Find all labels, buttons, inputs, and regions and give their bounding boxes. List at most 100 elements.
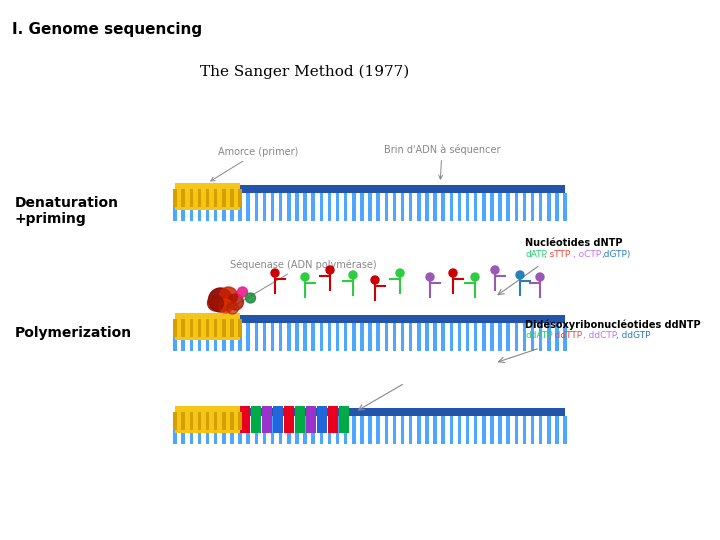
Bar [251,406,261,433]
Bar [295,416,299,444]
Bar [441,323,445,351]
Bar [449,416,453,444]
Bar [175,315,565,323]
Bar [238,416,242,444]
Bar [498,416,502,444]
Bar [197,412,201,430]
Bar [523,416,526,444]
Bar [181,193,185,221]
Bar [490,193,494,221]
Bar [206,323,210,351]
Bar [206,412,210,430]
Bar [206,319,210,337]
Bar [401,416,404,444]
Circle shape [516,271,524,279]
Bar [458,193,461,221]
Bar [490,416,494,444]
Bar [287,416,290,444]
Bar [401,193,404,221]
Bar [175,408,565,416]
Bar [490,323,494,351]
Circle shape [301,273,309,281]
Bar [515,416,518,444]
Bar [555,323,559,351]
Bar [328,323,331,351]
Bar [311,416,315,444]
Bar [238,193,242,221]
Bar [441,193,445,221]
Circle shape [471,273,479,281]
Bar [531,193,534,221]
Bar [238,323,242,351]
Bar [214,193,217,221]
Bar [515,323,518,351]
Bar [263,193,266,221]
Bar [254,416,258,444]
Bar [279,416,282,444]
Bar [336,323,339,351]
Bar [197,323,201,351]
Bar [336,193,339,221]
Bar [246,193,250,221]
Bar [263,323,266,351]
Bar [547,193,551,221]
Text: Brin d'ADN à séquencer: Brin d'ADN à séquencer [384,145,500,179]
Bar [417,416,420,444]
Text: , ddGTP: , ddGTP [616,331,651,340]
Bar [506,193,510,221]
Text: The Sanger Method (1977): The Sanger Method (1977) [200,65,409,79]
Bar [206,189,210,207]
Bar [523,323,526,351]
Circle shape [371,276,379,284]
Bar [214,323,217,351]
Bar [377,193,380,221]
Bar [449,193,453,221]
Bar [295,323,299,351]
Bar [506,323,510,351]
Bar [246,323,250,351]
Bar [284,406,294,433]
Bar [197,416,201,444]
Bar [344,193,347,221]
Text: , sTTP: , sTTP [544,250,570,259]
Bar [506,416,510,444]
Circle shape [228,294,243,310]
Bar [181,323,185,351]
Bar [336,416,339,444]
Bar [295,193,299,221]
Bar [547,416,551,444]
Bar [181,416,185,444]
Bar [433,416,437,444]
Bar [523,193,526,221]
Bar [344,323,347,351]
Bar [279,193,282,221]
Bar [433,323,437,351]
Bar [474,416,477,444]
Bar [563,193,567,221]
Bar [303,323,307,351]
Bar [175,185,565,193]
Bar [174,416,176,444]
Bar [368,323,372,351]
Bar [328,406,338,433]
Bar [271,323,274,351]
Bar [271,193,274,221]
Bar [222,323,225,351]
Circle shape [271,269,279,277]
Text: , ddTTP: , ddTTP [549,331,582,340]
Circle shape [227,302,238,314]
Bar [287,323,290,351]
Bar [555,416,559,444]
Bar [189,323,193,351]
Circle shape [491,266,499,274]
Bar [458,323,461,351]
Bar [317,406,327,433]
Bar [238,189,242,207]
Bar [214,189,217,207]
Bar [222,319,225,337]
Bar [175,183,240,210]
Bar [563,416,567,444]
Bar [531,416,534,444]
Bar [474,323,477,351]
Circle shape [349,271,357,279]
